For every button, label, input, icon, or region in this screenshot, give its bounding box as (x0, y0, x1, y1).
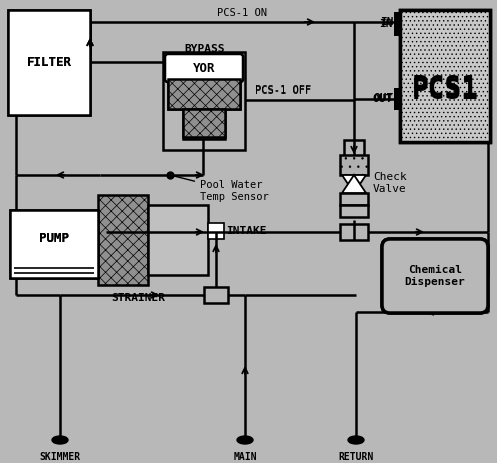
FancyBboxPatch shape (165, 54, 243, 82)
Text: PUMP: PUMP (39, 232, 69, 244)
Ellipse shape (52, 436, 68, 444)
Ellipse shape (348, 436, 364, 444)
Text: PCS1: PCS1 (412, 77, 479, 105)
Text: STRAINER: STRAINER (111, 293, 165, 303)
Text: INTAKE: INTAKE (226, 226, 266, 236)
Text: YOR: YOR (193, 62, 215, 75)
Text: OUT: OUT (373, 94, 393, 104)
Text: YOR: YOR (193, 62, 215, 75)
Bar (8, 10, 90, 115)
Bar (394, 12, 402, 36)
Bar (340, 193, 368, 205)
Text: MAIN
DRAIN: MAIN DRAIN (230, 452, 260, 463)
Bar (340, 205, 368, 217)
Bar (394, 88, 402, 110)
Bar (8, 10, 90, 115)
Bar (10, 210, 98, 278)
Bar (98, 195, 148, 285)
Text: FILTER: FILTER (26, 56, 72, 69)
Bar (394, 12, 402, 36)
Text: Chemical
Dispenser: Chemical Dispenser (405, 265, 465, 287)
Bar (10, 210, 98, 278)
Text: IN: IN (380, 19, 393, 29)
Ellipse shape (237, 436, 253, 444)
Text: PCS-1 ON: PCS-1 ON (217, 8, 267, 18)
Text: RETURN
LINES: RETURN LINES (338, 452, 374, 463)
Polygon shape (342, 175, 366, 193)
Polygon shape (342, 175, 366, 193)
FancyBboxPatch shape (382, 239, 488, 313)
Text: IN: IN (381, 17, 394, 27)
Bar (400, 10, 490, 142)
Bar (394, 88, 402, 110)
Text: PCS-1 OFF: PCS-1 OFF (255, 85, 311, 95)
Bar (253, 87, 328, 103)
Bar (163, 52, 245, 150)
Text: Pool Water
Temp Sensor: Pool Water Temp Sensor (172, 175, 269, 202)
Text: OUT: OUT (374, 93, 394, 103)
Bar (168, 79, 240, 109)
Bar (340, 224, 368, 240)
Bar (168, 79, 240, 109)
FancyBboxPatch shape (165, 54, 243, 82)
Text: PCS1: PCS1 (412, 74, 479, 102)
Bar (204, 287, 228, 303)
Text: Check
Valve: Check Valve (373, 172, 407, 194)
Bar (344, 140, 364, 160)
Bar (183, 109, 225, 137)
Text: Chemical
Dispenser: Chemical Dispenser (405, 265, 465, 287)
Bar (208, 223, 224, 239)
Bar (340, 155, 368, 175)
Text: BYPASS: BYPASS (185, 44, 225, 54)
Text: PCS-1 OFF: PCS-1 OFF (255, 86, 311, 96)
Bar (400, 10, 490, 142)
Text: PUMP: PUMP (39, 232, 69, 244)
Text: SKIMMER
SUCTION LINE: SKIMMER SUCTION LINE (25, 452, 95, 463)
Bar (183, 109, 225, 139)
Bar (148, 205, 208, 275)
Text: FILTER: FILTER (26, 56, 72, 69)
FancyBboxPatch shape (382, 239, 488, 313)
